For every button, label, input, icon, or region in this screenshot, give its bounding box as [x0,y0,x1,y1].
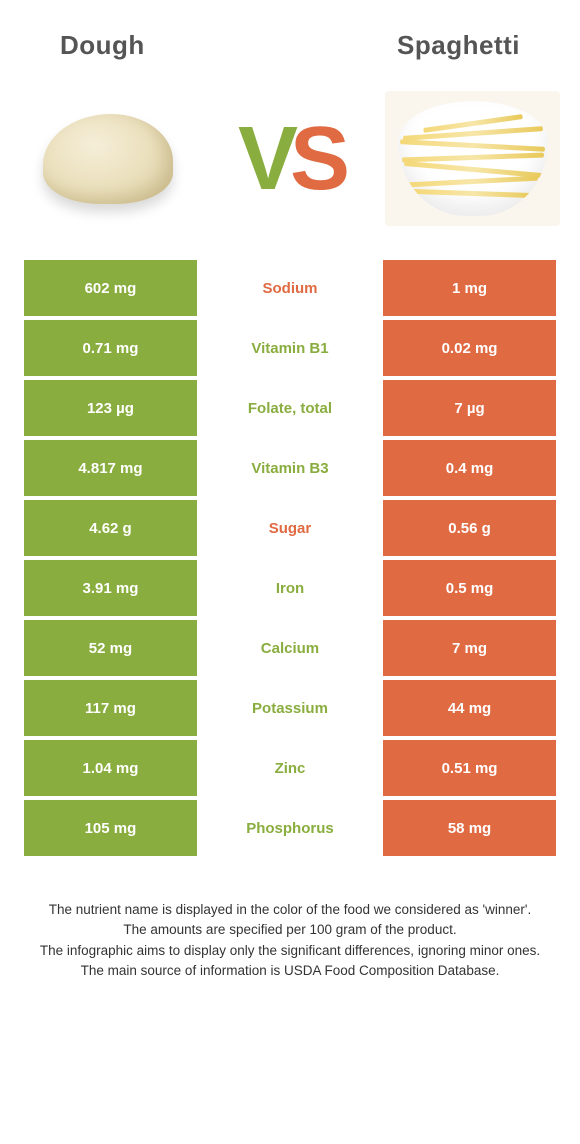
nutrient-row: 602 mgSodium1 mg [24,260,556,316]
value-left: 602 mg [24,260,197,316]
hero-row: VS [20,91,560,256]
value-left: 4.62 g [24,500,197,556]
footer-line: The nutrient name is displayed in the co… [30,900,550,920]
nutrient-row: 123 µgFolate, total7 µg [24,380,556,436]
header-row: Dough Spaghetti [20,30,560,91]
nutrient-row: 0.71 mgVitamin B10.02 mg [24,320,556,376]
value-right: 58 mg [383,800,556,856]
value-right: 7 µg [383,380,556,436]
spaghetti-icon [398,101,548,216]
nutrient-row: 52 mgCalcium7 mg [24,620,556,676]
nutrient-label: Vitamin B3 [201,440,379,496]
value-left: 0.71 mg [24,320,197,376]
value-left: 123 µg [24,380,197,436]
nutrient-label: Zinc [201,740,379,796]
value-right: 7 mg [383,620,556,676]
nutrient-label: Sodium [201,260,379,316]
value-left: 52 mg [24,620,197,676]
value-right: 0.02 mg [383,320,556,376]
value-right: 0.5 mg [383,560,556,616]
food-image-left [20,91,195,226]
value-right: 1 mg [383,260,556,316]
nutrient-row: 4.817 mgVitamin B30.4 mg [24,440,556,496]
nutrient-label: Phosphorus [201,800,379,856]
vs-label: VS [238,114,342,204]
dough-icon [43,114,173,204]
nutrient-row: 4.62 gSugar0.56 g [24,500,556,556]
value-right: 0.56 g [383,500,556,556]
value-left: 4.817 mg [24,440,197,496]
value-right: 0.4 mg [383,440,556,496]
value-left: 1.04 mg [24,740,197,796]
footer-line: The amounts are specified per 100 gram o… [30,920,550,940]
footer-line: The infographic aims to display only the… [30,941,550,961]
value-right: 44 mg [383,680,556,736]
nutrient-label: Vitamin B1 [201,320,379,376]
value-right: 0.51 mg [383,740,556,796]
title-right: Spaghetti [397,30,520,61]
nutrient-label: Sugar [201,500,379,556]
nutrient-row: 105 mgPhosphorus58 mg [24,800,556,856]
vs-s-letter: S [290,109,342,209]
nutrient-table: 602 mgSodium1 mg0.71 mgVitamin B10.02 mg… [20,256,560,860]
nutrient-row: 3.91 mgIron0.5 mg [24,560,556,616]
footer-line: The main source of information is USDA F… [30,961,550,981]
vs-v-letter: V [238,109,290,209]
title-left: Dough [60,30,145,61]
value-left: 117 mg [24,680,197,736]
food-image-right [385,91,560,226]
nutrient-row: 117 mgPotassium44 mg [24,680,556,736]
footer-notes: The nutrient name is displayed in the co… [20,860,560,981]
nutrient-label: Folate, total [201,380,379,436]
nutrient-row: 1.04 mgZinc0.51 mg [24,740,556,796]
value-left: 3.91 mg [24,560,197,616]
nutrient-label: Iron [201,560,379,616]
nutrient-label: Potassium [201,680,379,736]
nutrient-label: Calcium [201,620,379,676]
value-left: 105 mg [24,800,197,856]
